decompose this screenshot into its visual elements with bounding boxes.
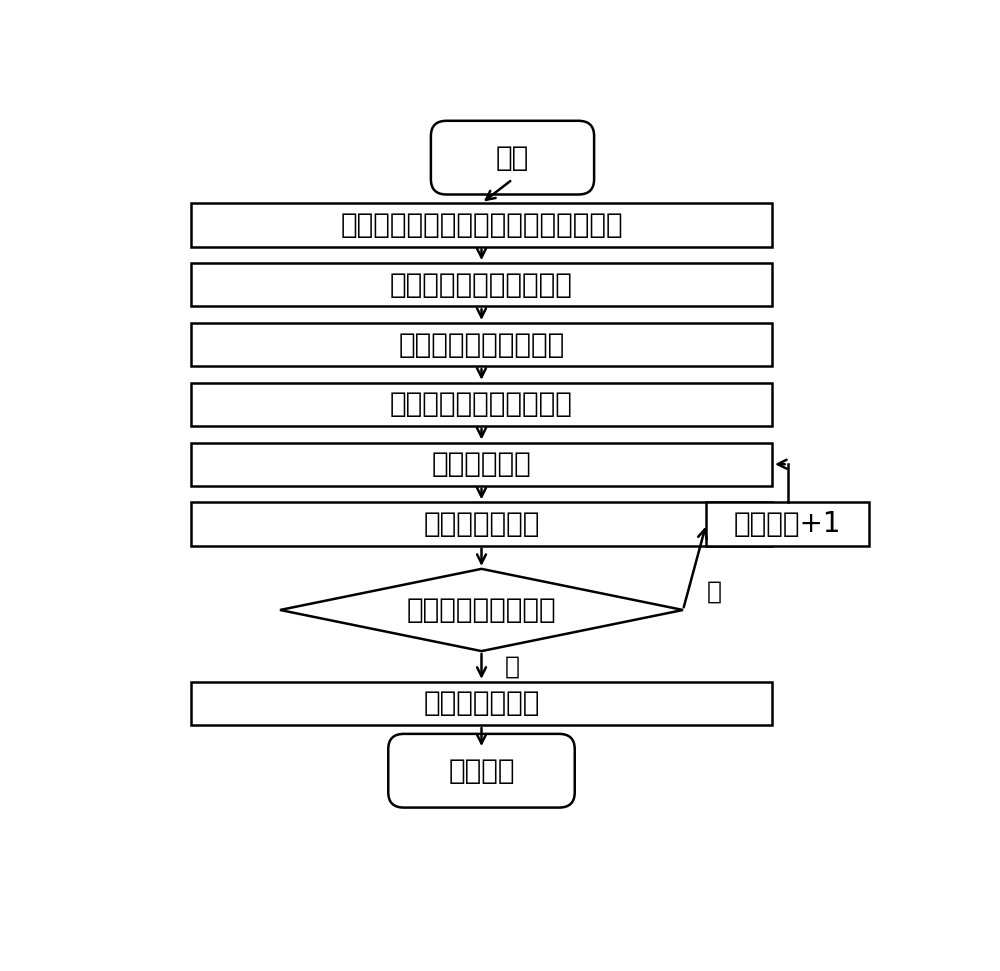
Text: 是否达到训练次数？: 是否达到训练次数？ xyxy=(407,596,556,624)
Text: 训练结束: 训练结束 xyxy=(448,756,515,785)
Text: 更新权值和阈值: 更新权值和阈值 xyxy=(423,510,540,538)
Text: 计算预测误差: 计算预测误差 xyxy=(432,451,531,478)
Polygon shape xyxy=(280,569,683,652)
Text: 预测未来五个时刻的车速: 预测未来五个时刻的车速 xyxy=(390,390,573,419)
Text: 是: 是 xyxy=(505,654,520,679)
Text: 从训练的样本数据中选择十个历史车速: 从训练的样本数据中选择十个历史车速 xyxy=(340,211,623,239)
Text: 设定的初始权值和阈值: 设定的初始权值和阈值 xyxy=(398,330,565,358)
FancyBboxPatch shape xyxy=(191,383,772,426)
FancyBboxPatch shape xyxy=(191,263,772,307)
FancyBboxPatch shape xyxy=(388,734,575,808)
FancyBboxPatch shape xyxy=(431,120,594,194)
Text: 保存权值和阈值: 保存权值和阈值 xyxy=(423,689,540,718)
FancyBboxPatch shape xyxy=(191,682,772,725)
Text: 开始: 开始 xyxy=(496,144,529,172)
FancyBboxPatch shape xyxy=(191,203,772,247)
FancyBboxPatch shape xyxy=(191,502,772,546)
Text: 确定深度学习的训练结构: 确定深度学习的训练结构 xyxy=(390,271,573,299)
Text: 训练次数+1: 训练次数+1 xyxy=(734,510,841,538)
FancyBboxPatch shape xyxy=(191,323,772,366)
Text: 否: 否 xyxy=(706,580,722,603)
FancyBboxPatch shape xyxy=(191,443,772,486)
FancyBboxPatch shape xyxy=(706,502,869,546)
